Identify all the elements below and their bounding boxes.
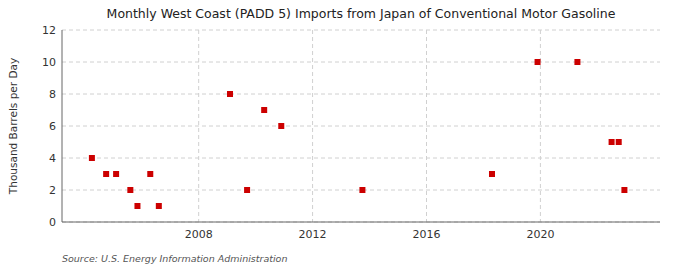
point — [147, 171, 153, 177]
point — [609, 139, 615, 145]
y-grid-line — [62, 30, 660, 31]
y-tick-label: 6 — [49, 120, 56, 133]
y-grid-line — [62, 94, 660, 95]
point — [89, 155, 95, 161]
x-axis-line — [62, 222, 660, 223]
y-grid-line — [62, 222, 660, 223]
x-tick-label: 2008 — [185, 228, 213, 241]
point — [574, 59, 580, 65]
points — [89, 59, 628, 209]
y-tick-label: 8 — [49, 88, 56, 101]
point — [621, 187, 627, 193]
chart: Monthly West Coast (PADD 5) Imports from… — [0, 0, 675, 275]
y-tick-label: 4 — [49, 152, 56, 165]
source-note: Source: U.S. Energy Information Administ… — [62, 253, 287, 264]
y-grid-line — [62, 62, 660, 63]
point — [113, 171, 119, 177]
y-tick-label: 0 — [49, 216, 56, 229]
x-tick-label: 2012 — [299, 228, 327, 241]
point — [616, 139, 622, 145]
point — [359, 187, 365, 193]
grid — [62, 30, 660, 222]
point — [127, 187, 133, 193]
y-tick-label: 10 — [42, 56, 56, 69]
point — [261, 107, 267, 113]
point — [156, 203, 162, 209]
title: Monthly West Coast (PADD 5) Imports from… — [107, 6, 616, 21]
y-tick-label: 2 — [49, 184, 56, 197]
point — [134, 203, 140, 209]
x-grid-line — [198, 30, 199, 222]
y-grid-line — [62, 158, 660, 159]
point — [535, 59, 541, 65]
point — [489, 171, 495, 177]
point — [244, 187, 250, 193]
point — [278, 123, 284, 129]
y-tick-label: 12 — [42, 24, 56, 37]
point — [103, 171, 109, 177]
x-grid-line — [312, 30, 313, 222]
y-grid-line — [62, 126, 660, 127]
x-grid-line — [540, 30, 541, 222]
x-tick-label: 2020 — [526, 228, 554, 241]
x-grid-line — [426, 30, 427, 222]
y-axis-label: Thousand Barrels per Day — [7, 58, 19, 195]
point — [227, 91, 233, 97]
y-axis-line — [62, 30, 63, 222]
x-tick-label: 2016 — [412, 228, 440, 241]
